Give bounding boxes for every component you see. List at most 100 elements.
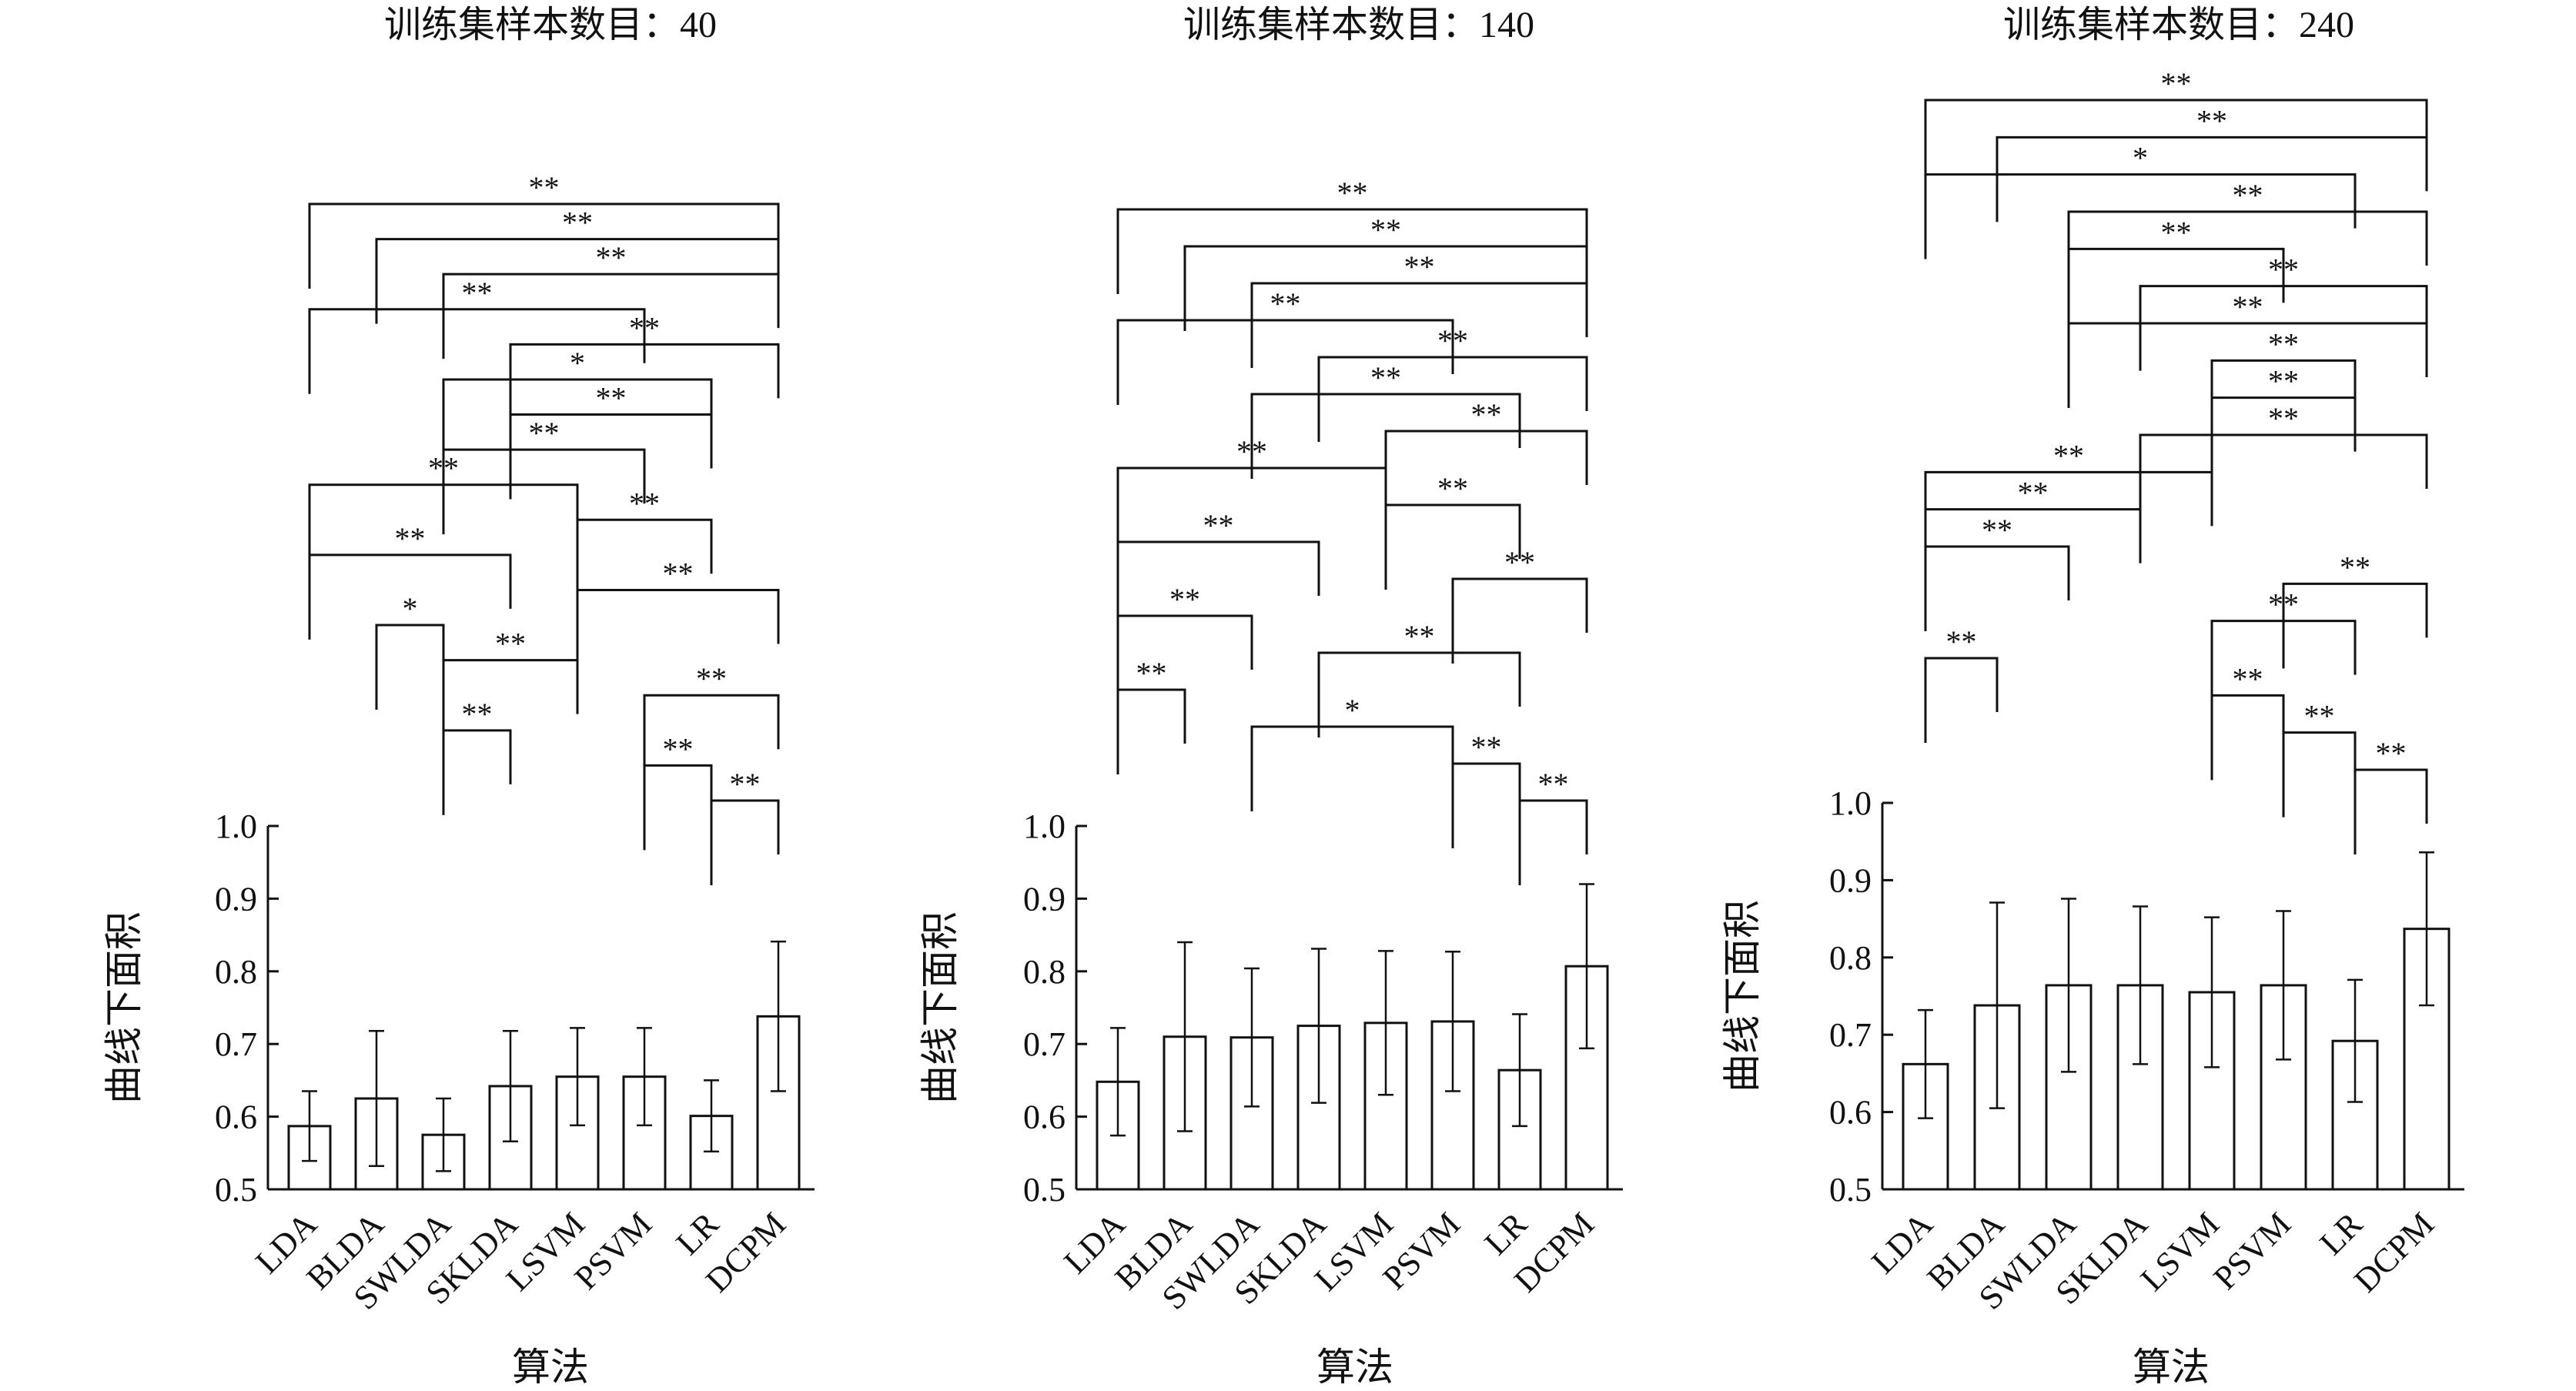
significance-label: **	[629, 310, 660, 345]
significance-label: **	[1404, 619, 1435, 654]
y-axis-label: 曲线下面积	[1721, 900, 1764, 1092]
significance-label: **	[2304, 699, 2335, 734]
y-tick-label: 0.7	[1829, 1016, 1872, 1054]
significance-bracket	[1317, 651, 1521, 737]
significance-label: **	[529, 170, 560, 205]
significance-bracket	[1116, 540, 1320, 627]
y-tick-label: 0.5	[1829, 1171, 1872, 1209]
x-tick-label: PSVM	[1376, 1205, 1467, 1296]
significance-bracket	[2282, 731, 2357, 818]
y-tick-label: 0.8	[215, 953, 257, 991]
y-tick-label: 1.0	[1023, 808, 1066, 845]
significance-bracket	[308, 483, 579, 570]
x-axis-label: 算法	[2133, 1346, 2210, 1389]
y-tick-label: 0.6	[1829, 1094, 1872, 1132]
significance-bracket	[2354, 768, 2428, 854]
significance-label: **	[2018, 476, 2049, 510]
significance-label: **	[2268, 364, 2299, 399]
significance-label: **	[2233, 289, 2263, 324]
significance-bracket	[2282, 582, 2428, 669]
significance-label: **	[1946, 624, 1977, 659]
chart-panel-3: 训练集样本数目：2400.50.60.70.80.91.0曲线下面积算法LDAB…	[1721, 5, 2464, 1389]
significance-label: **	[596, 240, 627, 275]
significance-label: **	[462, 697, 493, 731]
x-tick-label: PSVM	[567, 1205, 659, 1296]
chart-panel-2: 训练集样本数目：1400.50.60.70.80.91.0曲线下面积算法LDAB…	[918, 5, 1623, 1389]
panel-title: 训练集样本数目：40	[384, 5, 717, 45]
significance-label: **	[1471, 397, 1502, 432]
significance-bracket	[2139, 285, 2428, 371]
significance-label: **	[1270, 286, 1301, 321]
significance-bracket	[643, 764, 713, 851]
significance-bracket	[308, 202, 780, 289]
significance-label: **	[2268, 326, 2299, 361]
y-tick-label: 0.9	[215, 880, 257, 918]
significance-bracket	[1183, 245, 1588, 331]
significance-bracket	[1451, 762, 1521, 848]
y-tick-label: 0.5	[1023, 1171, 1066, 1209]
x-tick-label: LSVM	[2133, 1205, 2226, 1298]
y-tick-label: 0.6	[1023, 1098, 1066, 1136]
significance-bracket	[442, 659, 579, 745]
significance-label: **	[2268, 252, 2299, 287]
significance-bracket	[1924, 99, 2428, 185]
significance-label: **	[395, 521, 426, 556]
significance-bracket	[1924, 470, 2213, 557]
significance-label: **	[629, 486, 660, 520]
y-tick-label: 0.7	[215, 1025, 257, 1063]
significance-bracket	[576, 588, 780, 675]
significance-label: **	[696, 661, 727, 696]
significance-label: **	[1437, 471, 1468, 506]
significance-label: **	[2376, 736, 2407, 771]
significance-bracket	[2210, 396, 2357, 483]
significance-label: **	[2053, 438, 2084, 473]
significance-label: **	[2268, 587, 2299, 622]
significance-bracket	[1996, 135, 2428, 222]
y-tick-label: 1.0	[1829, 784, 1872, 822]
x-tick-label: DCPM	[2347, 1205, 2441, 1299]
significance-label: **	[529, 416, 560, 450]
significance-bracket	[2067, 210, 2428, 296]
y-tick-label: 0.7	[1023, 1025, 1066, 1063]
significance-label: **	[1404, 249, 1435, 284]
y-tick-label: 0.5	[215, 1171, 257, 1209]
significance-label: **	[1370, 212, 1401, 247]
significance-bracket	[2210, 694, 2285, 781]
x-tick-label: LSVM	[1307, 1205, 1400, 1298]
significance-label: **	[562, 206, 593, 240]
significance-label: **	[1236, 434, 1267, 469]
significance-bracket	[1250, 725, 1454, 811]
y-tick-label: 1.0	[215, 808, 257, 845]
x-axis-label: 算法	[512, 1346, 589, 1389]
significance-bracket	[442, 273, 780, 359]
significance-bracket	[1317, 356, 1588, 442]
significance-bracket	[2210, 620, 2357, 706]
significance-bracket	[442, 378, 713, 464]
significance-label: **	[1437, 323, 1468, 358]
y-tick-label: 0.8	[1023, 953, 1066, 991]
significance-bracket	[1384, 503, 1521, 590]
significance-bracket	[375, 238, 780, 324]
significance-label: **	[2233, 178, 2263, 212]
significance-bracket	[710, 799, 780, 885]
x-tick-label: PSVM	[2206, 1205, 2298, 1296]
significance-bracket	[576, 518, 713, 605]
significance-bracket	[1518, 799, 1588, 885]
significance-label: **	[495, 627, 526, 661]
panel-title: 训练集样本数目：240	[2003, 5, 2354, 45]
significance-label: **	[1203, 508, 1234, 543]
significance-bracket	[1451, 577, 1588, 664]
panel-title: 训练集样本数目：140	[1183, 5, 1534, 45]
y-axis-label: 曲线下面积	[102, 911, 146, 1104]
significance-bracket	[1924, 657, 1999, 743]
significance-label: *	[2133, 141, 2148, 176]
significance-label: **	[2268, 401, 2299, 436]
y-tick-label: 0.9	[1829, 861, 1872, 899]
significance-bracket	[643, 694, 780, 781]
x-axis-label: 算法	[1316, 1346, 1393, 1389]
significance-label: **	[2233, 661, 2263, 696]
y-tick-label: 0.8	[1829, 939, 1872, 977]
bar-psvm	[622, 1075, 667, 1191]
significance-label: **	[2161, 215, 2192, 249]
significance-label: **	[1337, 176, 1368, 210]
